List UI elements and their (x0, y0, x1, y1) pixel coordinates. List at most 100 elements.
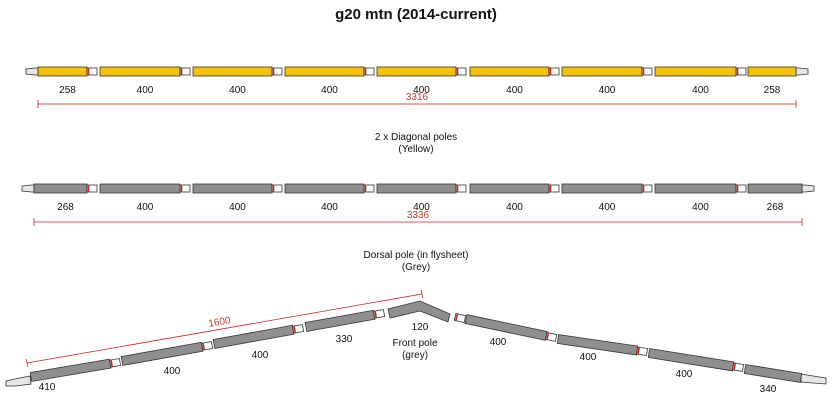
front-left-section-4 (304, 309, 386, 332)
front-length-label: 340 (760, 384, 777, 395)
ferrule-mark (733, 363, 736, 371)
pole-ferrule (179, 184, 191, 193)
ferrule-mark (546, 332, 550, 340)
section-length-label: 400 (137, 85, 154, 96)
pole-end-tip-left (21, 184, 35, 193)
pole-end-tip-left (5, 375, 32, 387)
pole-section (654, 66, 737, 77)
pole-section (192, 183, 273, 194)
pole-section (747, 183, 803, 194)
pole-ferrule (548, 184, 560, 193)
pole-section (212, 324, 295, 349)
pole-end-tip-right (795, 67, 809, 76)
front-right-section-4 (743, 364, 803, 383)
ferrule-mark (110, 359, 113, 367)
total-length-label: 3316 (406, 92, 429, 103)
front-left-section-3 (212, 324, 305, 349)
pole-section (99, 183, 181, 194)
front-pole-assembly: 410 400 400 330 120 400 400 400 340 1600 (5, 289, 827, 395)
pole-section (561, 66, 643, 77)
section-length-label: 258 (59, 85, 76, 96)
section-length-label: 400 (137, 202, 154, 213)
pole-section (120, 341, 204, 366)
pole-section (556, 334, 639, 356)
front-right-section-3 (647, 348, 745, 372)
front-left-section-1 (29, 358, 122, 382)
section-length-label: 400 (506, 202, 523, 213)
pole-section (192, 66, 273, 77)
section-length-label: 400 (692, 85, 709, 96)
front-length-label: 400 (490, 337, 507, 348)
section-length-label: 400 (506, 85, 523, 96)
pole-section (33, 183, 88, 194)
ferrule-mark (637, 347, 640, 355)
section-length-label: 400 (229, 202, 246, 213)
front-left-section-2 (120, 341, 214, 366)
pole-end-tip-right (800, 373, 827, 385)
pole-ferrule (641, 184, 653, 193)
pole-section (654, 183, 737, 194)
pole-ferrule (455, 184, 467, 193)
front-caption-line1: Front pole (392, 338, 437, 349)
pole-section (376, 183, 457, 194)
diagonal-poles-row: 258 400 400 400 400 400 400 400 258 3316 (25, 66, 809, 108)
front-length-label: 400 (164, 366, 181, 377)
front-length-label: 400 (676, 369, 693, 380)
pole-section (284, 183, 365, 194)
section-length-label: 258 (764, 85, 781, 96)
pole-section (99, 66, 181, 77)
ferrule-mark (202, 342, 206, 351)
total-length-label: 3336 (407, 210, 430, 221)
dimension-tick-left (25, 358, 29, 368)
section-length-label: 400 (413, 202, 430, 213)
pole-section (743, 364, 803, 383)
pole-ferrule (548, 67, 560, 76)
pole-end-tip-right (801, 184, 815, 193)
front-length-label: 400 (252, 350, 269, 361)
pole-section (29, 358, 112, 382)
pole-section (376, 66, 457, 77)
pole-ferrule (271, 67, 283, 76)
pole-section (304, 309, 376, 332)
section-length-label: 268 (767, 202, 784, 213)
pole-ferrule (86, 184, 98, 193)
pole-ferrule (86, 67, 98, 76)
dorsal-pole-row: 268 400 400 400 400 400 400 400 268 3336 (21, 183, 815, 226)
front-length-label: 330 (336, 334, 353, 345)
diagonal-caption-line1: 2 x Diagonal poles (375, 132, 457, 143)
ferrule-mark (293, 325, 297, 334)
pole-ferrule (271, 184, 283, 193)
pole-ferrule (179, 67, 191, 76)
section-length-label: 400 (692, 202, 709, 213)
front-length-label: 400 (580, 352, 597, 363)
pole-section (37, 66, 88, 77)
section-length-label: 268 (57, 202, 74, 213)
section-length-label: 400 (321, 85, 338, 96)
dorsal-caption-line1: Dorsal pole (in flysheet) (363, 250, 468, 261)
front-length-label: 120 (412, 322, 429, 333)
front-dimension-label: 1600 (208, 315, 232, 330)
section-length-label: 400 (599, 85, 616, 96)
front-caption-line2: (grey) (402, 350, 428, 361)
ferrule-mark (374, 310, 378, 319)
dimension-tick-right (420, 289, 424, 299)
pole-ferrule (455, 67, 467, 76)
pole-ferrule (735, 67, 747, 76)
front-length-label: 410 (39, 382, 56, 393)
pole-section (561, 183, 643, 194)
pole-ferrule (641, 67, 653, 76)
pole-ferrule (735, 184, 747, 193)
pole-section (647, 348, 735, 372)
pole-section (469, 183, 550, 194)
section-length-label: 400 (229, 85, 246, 96)
pole-end-tip-left (25, 67, 39, 76)
diagonal-caption-line2: (Yellow) (398, 144, 433, 155)
pole-section (284, 66, 365, 77)
section-length-label: 400 (413, 85, 430, 96)
section-length-label: 400 (599, 202, 616, 213)
front-right-section-1 (464, 314, 558, 342)
pole-ferrule (363, 184, 375, 193)
front-right-section-2 (556, 334, 648, 356)
pole-ferrule (363, 67, 375, 76)
